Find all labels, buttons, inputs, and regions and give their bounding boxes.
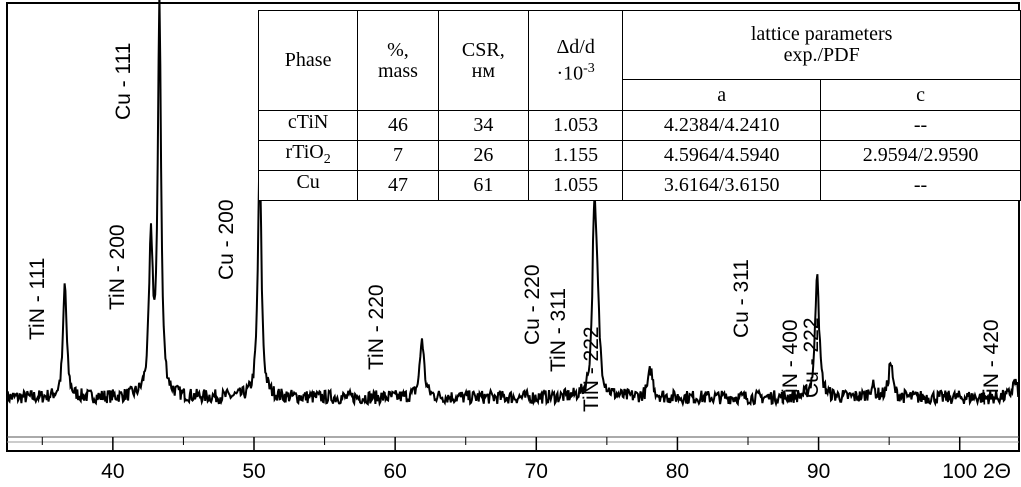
- x-tick-label: 100: [942, 460, 977, 483]
- x-ticks: 40 50 60 70 80 90 100 2Θ: [41, 437, 1011, 483]
- header-a: a: [622, 79, 822, 111]
- header-lattice-line1: lattice parameters: [750, 23, 893, 45]
- cell-csr: 26: [437, 140, 530, 171]
- header-csr-line2: нм: [471, 59, 496, 82]
- table-row: cTiN 46 34 1.053 4.2384/4.2410 --: [257, 110, 1021, 141]
- cell-phase: rTiO2: [257, 140, 359, 171]
- header-dd-line2: ·10-3: [529, 58, 622, 85]
- peak-label: Cu - 311: [730, 259, 753, 338]
- cell-c: --: [820, 110, 1021, 141]
- cell-dd: 1.055: [527, 170, 624, 201]
- peak-label: Cu - 220: [521, 264, 544, 345]
- phase-text: rTiO: [285, 140, 324, 163]
- peak-label: TiN - 311: [547, 288, 570, 372]
- cell-dd: 1.155: [527, 140, 624, 171]
- cell-csr: 61: [437, 170, 530, 201]
- cell-dd: 1.053: [527, 110, 624, 141]
- x-tick-label: 60: [383, 460, 406, 483]
- cell-a: 4.5964/4.5940: [622, 140, 822, 171]
- phase-text: cTiN: [287, 110, 329, 133]
- peak-label: Cu - 222: [800, 317, 823, 398]
- phase-sub: 2: [323, 151, 331, 167]
- header-csr: CSR, нм: [437, 10, 530, 111]
- phase-text: Cu: [296, 170, 320, 193]
- x-tick-label: 70: [525, 460, 548, 483]
- cell-csr: 34: [437, 110, 530, 141]
- peak-labels: TiN - 111 TiN - 200 Cu - 111 Cu - 200 TiN - …: [26, 43, 1003, 412]
- header-lattice: lattice parameters exp./PDF: [622, 10, 1021, 80]
- header-dd-exp: -3: [583, 60, 595, 76]
- cell-phase: Cu: [257, 170, 359, 201]
- peak-label: TiN - 220: [365, 284, 388, 370]
- table-subheader-row: a c: [259, 79, 1021, 111]
- cell-mass: 7: [357, 140, 439, 171]
- diffraction-series-line: [6, 0, 1020, 408]
- header-c: c: [820, 79, 1021, 111]
- header-phase: Phase: [257, 10, 359, 111]
- table-row: rTiO2 7 26 1.155 4.5964/4.5940 2.9594/2.…: [257, 140, 1021, 171]
- header-mass: %, mass: [357, 10, 439, 111]
- peak-label: TiN - 400: [779, 319, 802, 405]
- cell-c: 2.9594/2.9590: [820, 140, 1021, 171]
- x-tick-label: 80: [666, 460, 689, 483]
- peak-label: TiN - 111: [26, 258, 49, 340]
- header-lattice-line2: exp./PDF: [783, 44, 860, 66]
- peak-label: Cu - 111: [112, 43, 135, 120]
- header-dd: Δd/d ·10-3: [527, 10, 624, 111]
- header-dd-base: ·10: [556, 62, 584, 85]
- x-tick-label: 90: [807, 460, 830, 483]
- cell-mass: 47: [357, 170, 439, 201]
- header-dd-line1: Δd/d: [556, 35, 595, 58]
- header-csr-line1: CSR,: [461, 38, 505, 61]
- peak-label: Cu - 200: [215, 199, 238, 280]
- table-header-row: Phase %, mass CSR, нм Δd/d ·10-3 lattice…: [257, 10, 1021, 111]
- peak-label: TiN - 200: [106, 224, 129, 310]
- cell-mass: 46: [357, 110, 439, 141]
- x-axis-title: 2Θ: [983, 460, 1011, 483]
- x-tick-label: 50: [242, 460, 265, 483]
- peak-label: TiN - 222: [580, 326, 603, 412]
- cell-c: --: [820, 170, 1021, 201]
- header-mass-line2: mass: [377, 59, 418, 82]
- table-row: Cu 47 61 1.055 3.6164/3.6150 --: [257, 170, 1021, 201]
- cell-phase: cTiN: [257, 110, 359, 141]
- cell-a: 3.6164/3.6150: [622, 170, 822, 201]
- peak-label: TiN - 420: [980, 319, 1003, 405]
- plot-frame: [6, 2, 1020, 452]
- header-mass-line1: %,: [387, 38, 409, 61]
- cell-a: 4.2384/4.2410: [622, 110, 822, 141]
- phase-table: Phase %, mass CSR, нм Δd/d ·10-3 lattice…: [257, 10, 1021, 201]
- x-tick-label: 40: [101, 460, 124, 483]
